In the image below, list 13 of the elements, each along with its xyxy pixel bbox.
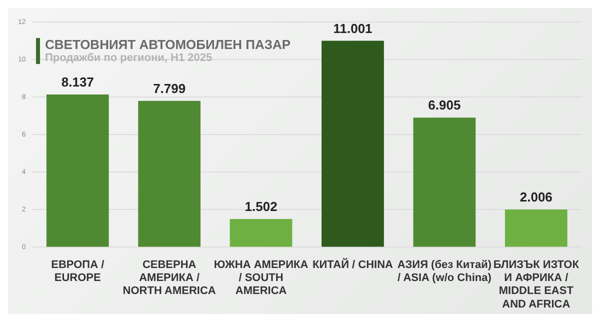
data-label: 6.905	[428, 98, 461, 113]
x-tick-label: СЕВЕРНА АМЕРИКА / NORTH AMERICA	[122, 258, 216, 298]
x-tick-label: КИТАЙ / CHINA	[312, 258, 394, 271]
x-tick-label: АЗИЯ (без Китай) / ASIA (w/o China)	[397, 258, 492, 284]
data-label: 2.006	[520, 190, 552, 205]
data-label: 7.799	[153, 80, 186, 96]
data-label: 1.502	[244, 199, 278, 214]
data-label: 11.001	[333, 20, 372, 36]
x-tick-label: ЕВРОПА / EUROPE	[51, 258, 104, 284]
x-tick-label: БЛИЗЪК ИЗТОК И АФРИКА / MIDDLE EAST AND AFRICA	[493, 258, 580, 310]
text: СВЕТОВНИЯТ АВТОМОБИЛЕН ПАЗАР	[45, 37, 291, 52]
data-label: 8.137	[61, 74, 94, 90]
text: Продажби по региони, H1 2025	[45, 52, 214, 64]
